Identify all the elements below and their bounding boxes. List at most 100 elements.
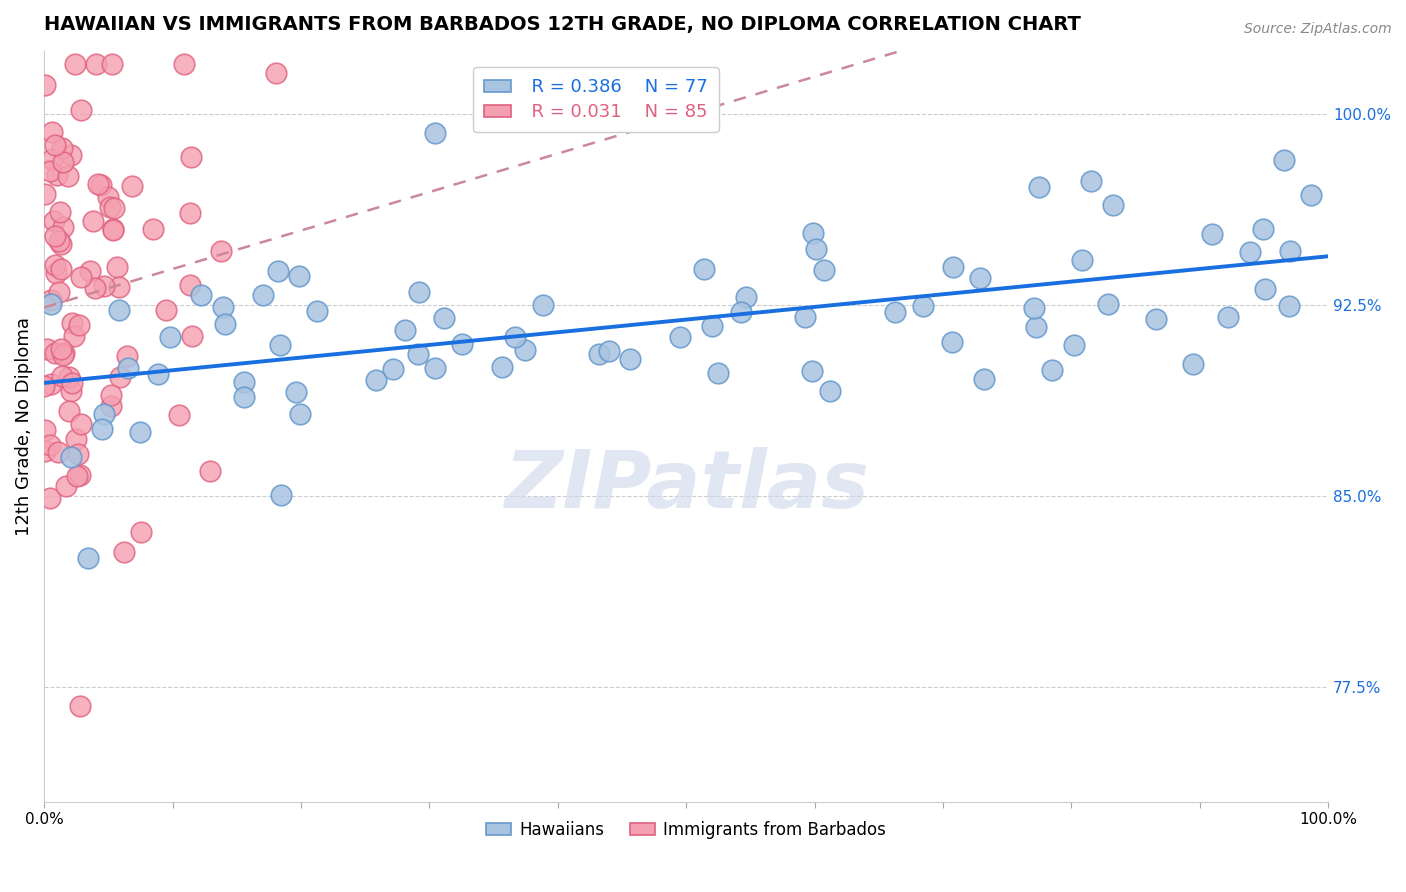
Point [67,318,90,333]
Point [804,243,827,257]
Point [1254,282,1277,296]
Point [513,343,536,358]
Point [423,127,446,141]
Point [44,229,66,244]
Text: HAWAIIAN VS IMMIGRANTS FROM BARBADOS 12TH GRADE, NO DIPLOMA CORRELATION CHART: HAWAIIAN VS IMMIGRANTS FROM BARBADOS 12T… [44,15,1081,34]
Point [59,450,82,465]
Point [266,264,288,278]
Point [813,262,835,277]
Point [366,373,388,387]
Point [1097,297,1119,311]
Point [180,150,202,164]
Point [101,223,124,237]
Point [305,304,328,318]
Point [44,137,66,152]
Point [63,56,86,70]
Point [48,285,70,299]
Point [450,337,472,351]
Point [1063,338,1085,352]
Point [801,226,824,240]
Point [209,244,232,258]
Point [107,303,129,318]
Point [84,281,107,295]
Point [911,299,934,313]
Point [1182,357,1205,371]
Point [41,124,63,138]
Point [167,408,190,422]
Point [58,370,80,384]
Point [142,222,165,236]
Point [491,359,513,374]
Point [1272,153,1295,167]
Point [93,408,115,422]
Point [270,488,292,502]
Point [179,278,201,293]
Point [35,343,58,357]
Point [100,400,122,414]
Point [93,278,115,293]
Point [103,221,125,235]
Point [198,464,221,478]
Point [284,384,307,399]
Point [44,346,66,360]
Point [800,364,823,378]
Point [39,438,62,452]
Point [66,469,89,483]
Point [503,330,526,344]
Point [82,214,104,228]
Point [46,169,69,183]
Point [49,342,72,356]
Point [51,369,73,384]
Point [105,260,128,274]
Point [1025,320,1047,334]
Point [214,317,236,331]
Point [84,56,107,70]
Point [58,169,80,184]
Point [588,347,610,361]
Point [433,310,456,325]
Point [1102,198,1125,212]
Point [51,141,73,155]
Point [425,360,447,375]
Point [87,177,110,191]
Point [70,417,93,431]
Point [108,279,131,293]
Point [1251,222,1274,236]
Point [103,201,125,215]
Point [108,370,131,384]
Point [91,422,114,436]
Point [155,302,177,317]
Point [69,468,91,483]
Point [59,384,82,399]
Point [212,300,235,314]
Point [65,432,87,446]
Point [60,376,83,391]
Point [58,404,80,418]
Point [941,335,963,350]
Point [598,343,620,358]
Point [1144,312,1167,326]
Point [619,351,641,366]
Point [1028,179,1050,194]
Text: ZIPatlas: ZIPatlas [503,447,869,525]
Point [264,65,287,79]
Point [45,266,67,280]
Point [1071,252,1094,267]
Point [173,56,195,70]
Point [128,425,150,440]
Point [1201,227,1223,241]
Point [179,205,201,219]
Point [121,178,143,193]
Point [159,329,181,343]
Point [730,305,752,319]
Point [700,318,723,333]
Point [59,148,82,162]
Point [115,349,138,363]
Point [117,361,139,376]
Point [1040,362,1063,376]
Point [1278,244,1301,259]
Point [129,525,152,540]
Point [52,346,75,360]
Point [112,545,135,559]
Point [288,268,311,283]
